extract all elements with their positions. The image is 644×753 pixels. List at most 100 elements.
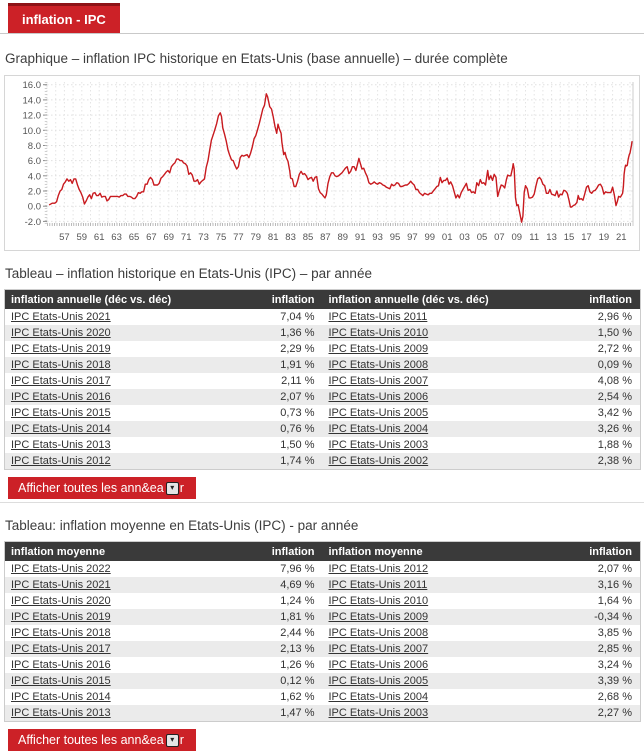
year-link[interactable]: IPC Etats-Unis 2016 [11,391,111,403]
year-link[interactable]: IPC Etats-Unis 2008 [328,359,429,371]
year-cell[interactable]: IPC Etats-Unis 2019 [5,341,231,357]
year-link[interactable]: IPC Etats-Unis 2007 [328,643,429,655]
year-cell[interactable]: IPC Etats-Unis 2016 [5,657,231,673]
inflation-value: 2,27 % [597,707,632,719]
year-link[interactable]: IPC Etats-Unis 2017 [11,375,111,387]
year-link[interactable]: IPC Etats-Unis 2019 [11,611,111,623]
year-link[interactable]: IPC Etats-Unis 2009 [328,611,429,623]
year-cell[interactable]: IPC Etats-Unis 2008 [323,357,549,373]
year-cell[interactable]: IPC Etats-Unis 2006 [323,389,549,405]
year-link[interactable]: IPC Etats-Unis 2012 [328,563,429,575]
show-all-years-button[interactable]: Afficher toutes les ann&ea ▾ r [8,729,196,751]
year-link[interactable]: IPC Etats-Unis 2005 [328,407,429,419]
year-cell[interactable]: IPC Etats-Unis 2011 [323,309,549,325]
year-cell[interactable]: IPC Etats-Unis 2002 [323,453,549,470]
year-link[interactable]: IPC Etats-Unis 2018 [11,627,111,639]
year-cell[interactable]: IPC Etats-Unis 2009 [323,341,549,357]
show-all-years-button[interactable]: Afficher toutes les ann&ea ▾ r [8,477,196,499]
year-link[interactable]: IPC Etats-Unis 2018 [11,359,111,371]
year-link[interactable]: IPC Etats-Unis 2015 [11,407,111,419]
y-axis-label: 4.0 [28,171,41,182]
year-link[interactable]: IPC Etats-Unis 2016 [11,659,111,671]
year-cell[interactable]: IPC Etats-Unis 2007 [323,373,549,389]
year-cell[interactable]: IPC Etats-Unis 2011 [323,577,549,593]
year-link[interactable]: IPC Etats-Unis 2010 [328,595,429,607]
year-cell[interactable]: IPC Etats-Unis 2007 [323,641,549,657]
year-cell[interactable]: IPC Etats-Unis 2017 [5,373,231,389]
year-cell[interactable]: IPC Etats-Unis 2015 [5,673,231,689]
year-link[interactable]: IPC Etats-Unis 2003 [328,439,429,451]
year-cell[interactable]: IPC Etats-Unis 2020 [5,593,231,609]
year-link[interactable]: IPC Etats-Unis 2011 [328,579,428,591]
year-cell[interactable]: IPC Etats-Unis 2006 [323,657,549,673]
year-cell[interactable]: IPC Etats-Unis 2018 [5,357,231,373]
year-link[interactable]: IPC Etats-Unis 2012 [11,455,111,467]
year-cell[interactable]: IPC Etats-Unis 2003 [323,705,549,722]
year-cell[interactable]: IPC Etats-Unis 2014 [5,421,231,437]
year-cell[interactable]: IPC Etats-Unis 2019 [5,609,231,625]
y-axis-label: 8.0 [28,141,41,152]
year-link[interactable]: IPC Etats-Unis 2007 [328,375,429,387]
year-cell[interactable]: IPC Etats-Unis 2021 [5,309,231,325]
average-inflation-table: inflation moyenne inflation inflation mo… [4,541,641,722]
table-row: IPC Etats-Unis 2016 1,26 % IPC Etats-Unis … [5,657,641,673]
year-cell[interactable]: IPC Etats-Unis 2020 [5,325,231,341]
year-cell[interactable]: IPC Etats-Unis 2013 [5,437,231,453]
year-link[interactable]: IPC Etats-Unis 2011 [328,311,428,323]
year-link[interactable]: IPC Etats-Unis 2013 [11,439,111,451]
year-cell[interactable]: IPC Etats-Unis 2015 [5,405,231,421]
year-link[interactable]: IPC Etats-Unis 2003 [328,707,429,719]
year-link[interactable]: IPC Etats-Unis 2006 [328,391,429,403]
year-cell[interactable]: IPC Etats-Unis 2003 [323,437,549,453]
year-link[interactable]: IPC Etats-Unis 2020 [11,327,111,339]
year-cell[interactable]: IPC Etats-Unis 2017 [5,641,231,657]
year-cell[interactable]: IPC Etats-Unis 2005 [323,673,549,689]
year-link[interactable]: IPC Etats-Unis 2021 [11,311,111,323]
year-link[interactable]: IPC Etats-Unis 2009 [328,343,429,355]
year-cell[interactable]: IPC Etats-Unis 2010 [323,593,549,609]
year-link[interactable]: IPC Etats-Unis 2014 [11,423,111,435]
x-axis-label: 03 [459,232,470,243]
year-cell[interactable]: IPC Etats-Unis 2021 [5,577,231,593]
year-link[interactable]: IPC Etats-Unis 2010 [328,327,429,339]
inflation-value: 2,38 % [597,455,632,467]
inflation-line-series [48,93,633,223]
year-link[interactable]: IPC Etats-Unis 2021 [11,579,111,591]
button-label: Afficher toutes les ann&ea [18,733,164,747]
table1-title: Tableau – inflation historique en Etats-… [5,266,372,281]
year-link[interactable]: IPC Etats-Unis 2004 [328,423,429,435]
year-link[interactable]: IPC Etats-Unis 2004 [328,691,429,703]
x-axis-label: 87 [320,232,331,243]
year-link[interactable]: IPC Etats-Unis 2017 [11,643,111,655]
year-link[interactable]: IPC Etats-Unis 2008 [328,627,429,639]
table-row: IPC Etats-Unis 2017 2,11 % IPC Etats-Unis … [5,373,641,389]
year-cell[interactable]: IPC Etats-Unis 2022 [5,561,231,577]
x-axis-label: 91 [355,232,366,243]
year-link[interactable]: IPC Etats-Unis 2019 [11,343,111,355]
year-cell[interactable]: IPC Etats-Unis 2008 [323,625,549,641]
x-axis-label: 59 [77,232,88,243]
year-link[interactable]: IPC Etats-Unis 2002 [328,455,429,467]
year-link[interactable]: IPC Etats-Unis 2005 [328,675,429,687]
column-header: inflation [230,541,323,561]
tab-inflation-ipc[interactable]: inflation - IPC [8,3,120,33]
year-link[interactable]: IPC Etats-Unis 2013 [11,707,111,719]
year-cell[interactable]: IPC Etats-Unis 2012 [323,561,549,577]
year-cell[interactable]: IPC Etats-Unis 2009 [323,609,549,625]
year-link[interactable]: IPC Etats-Unis 2006 [328,659,429,671]
year-link[interactable]: IPC Etats-Unis 2014 [11,691,111,703]
year-link[interactable]: IPC Etats-Unis 2022 [11,563,111,575]
year-cell[interactable]: IPC Etats-Unis 2018 [5,625,231,641]
year-link[interactable]: IPC Etats-Unis 2020 [11,595,111,607]
inflation-value: 2,11 % [281,375,315,387]
year-cell[interactable]: IPC Etats-Unis 2005 [323,405,549,421]
year-cell[interactable]: IPC Etats-Unis 2014 [5,689,231,705]
year-cell[interactable]: IPC Etats-Unis 2004 [323,421,549,437]
year-link[interactable]: IPC Etats-Unis 2015 [11,675,111,687]
year-cell[interactable]: IPC Etats-Unis 2012 [5,453,231,470]
year-cell[interactable]: IPC Etats-Unis 2016 [5,389,231,405]
year-cell[interactable]: IPC Etats-Unis 2013 [5,705,231,722]
year-cell[interactable]: IPC Etats-Unis 2010 [323,325,549,341]
year-cell[interactable]: IPC Etats-Unis 2004 [323,689,549,705]
line-chart-canvas: 16.0 14.0 12.0 10.0 8.0 6.0 4.0 2.0 0.0 -2.0 57 59 6… [23,80,634,243]
